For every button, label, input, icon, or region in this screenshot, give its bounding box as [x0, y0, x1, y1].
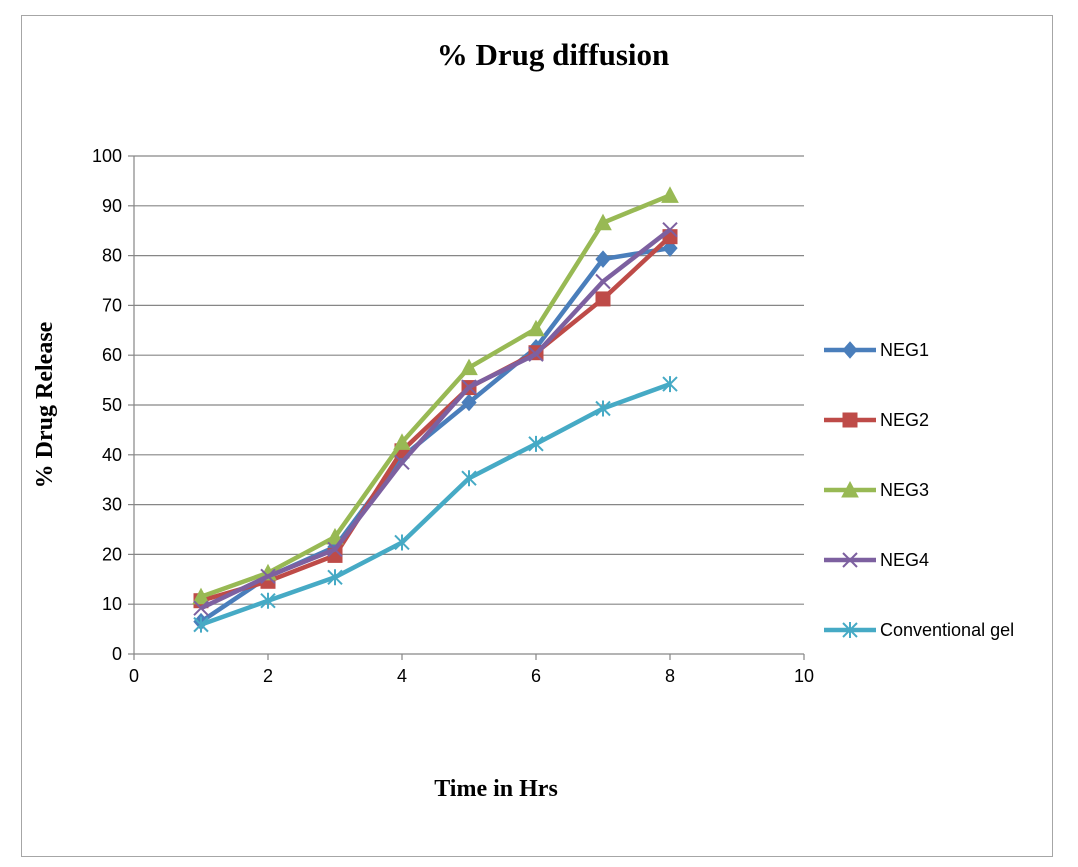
y-tick-label: 100	[92, 146, 122, 166]
y-tick-label: 20	[102, 544, 122, 564]
series-neg3	[192, 186, 679, 605]
legend-item-conventional-gel: Conventional gel	[824, 620, 1014, 640]
legend-marker-conventional-gel	[842, 622, 858, 638]
y-tick-label: 30	[102, 495, 122, 515]
data-point-neg2	[595, 291, 611, 307]
data-point-neg4	[394, 454, 410, 470]
y-axis-title: % Drug Release	[32, 321, 58, 488]
y-tick-label: 90	[102, 196, 122, 216]
series-line-neg2	[200, 235, 672, 603]
data-point-neg4	[193, 600, 209, 616]
data-point-neg3	[326, 527, 344, 545]
x-tick-label: 2	[263, 666, 273, 686]
legend-label: NEG1	[880, 340, 929, 360]
y-tick-label: 0	[112, 644, 122, 664]
series-line-neg3	[200, 193, 671, 599]
x-tick-label: 4	[397, 666, 407, 686]
series-conventional-gel	[193, 376, 678, 633]
legend-marker-neg4	[842, 552, 858, 568]
legend-label: NEG2	[880, 410, 929, 430]
data-point-neg4	[528, 346, 544, 362]
data-point-conventional-gel	[394, 534, 410, 551]
data-point-conventional-gel	[528, 435, 544, 452]
y-tick-label: 10	[102, 594, 122, 614]
legend: NEG1 NEG2 NEG3 NEG4 Conventional gel	[824, 340, 1014, 640]
y-tick-label: 60	[102, 345, 122, 365]
legend-item-neg1: NEG1	[824, 340, 929, 360]
y-tick-label: 80	[102, 246, 122, 266]
series-neg4	[193, 221, 678, 616]
data-point-neg4	[260, 568, 276, 585]
data-point-conventional-gel	[193, 616, 209, 633]
legend-label: NEG3	[880, 480, 929, 500]
data-point-neg3	[192, 587, 210, 605]
legend-marker-neg1	[842, 341, 858, 359]
ticks: 0 10 20 30 40 50 60 70 80 90 100 0 2 4 6 8 10	[92, 146, 814, 686]
data-point-neg3	[460, 358, 478, 376]
data-point-neg3	[393, 433, 411, 450]
data-point-neg4	[595, 273, 611, 290]
legend-item-neg3: NEG3	[824, 480, 929, 500]
data-point-conventional-gel	[461, 470, 477, 487]
chart-title: % Drug diffusion	[437, 37, 670, 72]
x-tick-label: 10	[794, 666, 814, 686]
legend-item-neg4: NEG4	[824, 550, 929, 570]
y-tick-label: 50	[102, 395, 122, 415]
legend-item-neg2: NEG2	[824, 410, 929, 430]
series-layer	[192, 186, 679, 633]
data-point-neg3	[594, 213, 612, 231]
data-point-neg4	[662, 221, 678, 238]
data-point-conventional-gel	[260, 592, 276, 609]
data-point-conventional-gel	[662, 376, 678, 393]
data-point-conventional-gel	[327, 569, 343, 586]
series-neg2	[193, 229, 678, 609]
y-tick-label: 70	[102, 295, 122, 315]
data-point-neg1	[461, 393, 477, 412]
series-line-neg4	[200, 227, 672, 611]
x-tick-label: 6	[531, 666, 541, 686]
x-tick-label: 8	[665, 666, 675, 686]
axes	[128, 155, 805, 660]
data-point-conventional-gel	[595, 400, 611, 417]
legend-label: Conventional gel	[880, 620, 1014, 640]
x-tick-label: 0	[129, 666, 139, 686]
data-point-neg4	[327, 541, 343, 558]
legend-marker-neg2	[842, 412, 858, 428]
data-point-neg3	[527, 319, 545, 337]
legend-label: NEG4	[880, 550, 929, 570]
legend-marker-neg3	[841, 480, 859, 498]
x-axis-title: Time in Hrs	[434, 776, 558, 802]
series-line-conventional-gel	[200, 381, 671, 627]
data-point-neg3	[661, 186, 679, 203]
data-point-neg1	[595, 250, 611, 268]
y-tick-label: 40	[102, 445, 122, 465]
data-point-neg4	[461, 379, 477, 395]
grid	[134, 155, 804, 605]
